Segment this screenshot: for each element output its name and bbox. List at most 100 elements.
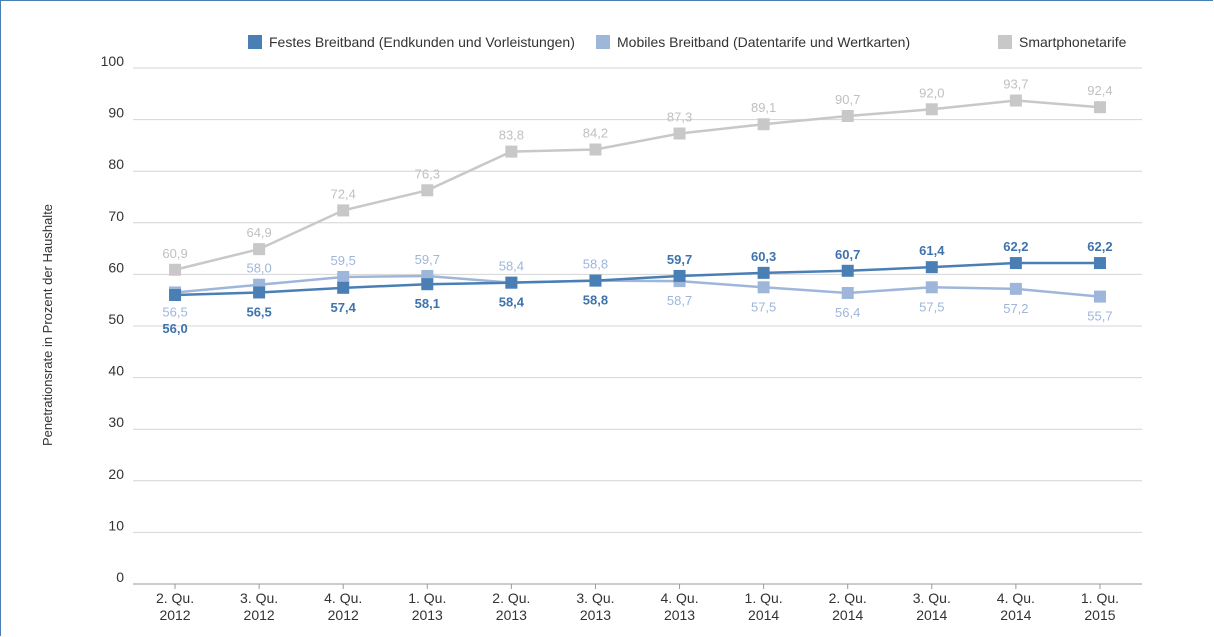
- data-point: [505, 276, 518, 289]
- data-point: [757, 266, 770, 279]
- data-label: 56,5: [162, 304, 187, 319]
- data-label: 72,4: [331, 186, 356, 201]
- data-point: [1093, 257, 1106, 270]
- x-tick-label: 1. Qu.: [408, 590, 446, 606]
- data-label: 58,8: [583, 257, 608, 272]
- data-point: [253, 286, 266, 299]
- x-tick-label: 2012: [328, 607, 359, 623]
- x-tick-label: 2. Qu.: [492, 590, 530, 606]
- data-label: 55,7: [1087, 309, 1112, 324]
- data-label: 58,1: [415, 296, 440, 311]
- data-label: 62,2: [1087, 239, 1112, 254]
- data-label: 58,8: [583, 293, 608, 308]
- y-tick-label: 100: [101, 53, 125, 69]
- legend-swatch: [248, 35, 262, 49]
- data-point: [1009, 282, 1022, 295]
- data-label: 56,4: [835, 305, 860, 320]
- data-point: [1093, 101, 1106, 114]
- x-tick-label: 2012: [159, 607, 190, 623]
- x-tick-label: 2014: [1000, 607, 1031, 623]
- x-tick-label: 2014: [832, 607, 863, 623]
- x-tick-label: 3. Qu.: [913, 590, 951, 606]
- data-label: 76,3: [415, 166, 440, 181]
- x-tick-label: 2013: [412, 607, 443, 623]
- y-tick-label: 20: [108, 466, 124, 482]
- data-label: 64,9: [246, 225, 271, 240]
- y-axis-ticks: 0 10 20 30 40 50 60 70 80 90 100: [101, 53, 125, 585]
- x-tick-label: 1. Qu.: [745, 590, 783, 606]
- data-label: 57,4: [331, 300, 357, 315]
- gridlines: [133, 67, 1142, 585]
- x-tick-label: 4. Qu.: [324, 590, 362, 606]
- data-label: 56,0: [162, 321, 187, 336]
- y-tick-label: 70: [108, 208, 124, 224]
- legend-label: Festes Breitband (Endkunden und Vorleist…: [269, 34, 575, 50]
- x-tick-label: 2. Qu.: [156, 590, 194, 606]
- x-tick-label: 3. Qu.: [240, 590, 278, 606]
- data-label: 62,2: [1003, 239, 1028, 254]
- y-tick-label: 80: [108, 156, 124, 172]
- x-tick-label: 4. Qu.: [997, 590, 1035, 606]
- data-label: 60,9: [162, 246, 187, 261]
- data-point: [925, 281, 938, 294]
- data-label: 56,5: [246, 304, 271, 319]
- x-tick-label: 2012: [244, 607, 275, 623]
- data-label: 57,5: [919, 299, 944, 314]
- data-point: [925, 261, 938, 274]
- y-tick-label: 50: [108, 311, 124, 327]
- data-label: 58,4: [499, 295, 525, 310]
- data-label: 92,4: [1087, 83, 1112, 98]
- data-point: [757, 281, 770, 294]
- data-point: [337, 281, 350, 294]
- x-tick-label: 2015: [1084, 607, 1115, 623]
- data-label: 90,7: [835, 92, 860, 107]
- data-point: [841, 264, 854, 277]
- y-tick-label: 90: [108, 105, 124, 121]
- data-label: 60,3: [751, 249, 776, 264]
- x-tick-label: 2013: [664, 607, 695, 623]
- data-label: 57,5: [751, 299, 776, 314]
- data-point: [673, 127, 686, 140]
- x-tick-label: 2013: [580, 607, 611, 623]
- data-label: 59,7: [667, 252, 692, 267]
- data-label: 61,4: [919, 243, 945, 258]
- data-point: [841, 286, 854, 299]
- data-point: [337, 204, 350, 217]
- x-tick-label: 3. Qu.: [576, 590, 614, 606]
- data-point: [505, 145, 518, 158]
- data-label: 83,8: [499, 128, 524, 143]
- x-tick-label: 4. Qu.: [660, 590, 698, 606]
- data-label: 84,2: [583, 126, 608, 141]
- legend-label: Mobiles Breitband (Datentarife und Wertk…: [617, 34, 910, 50]
- data-point: [169, 263, 182, 276]
- x-tick-label: 2. Qu.: [829, 590, 867, 606]
- legend-swatch: [998, 35, 1012, 49]
- data-label: 58,0: [246, 261, 271, 276]
- data-label: 93,7: [1003, 77, 1028, 92]
- data-point: [421, 278, 434, 291]
- series-group: 60,9 64,9 72,4 76,3 83,8 84,2 87,3 89,1 90,7 92,0…: [162, 77, 1112, 337]
- data-point: [1009, 257, 1022, 270]
- y-tick-label: 10: [108, 517, 124, 533]
- y-tick-label: 30: [108, 414, 124, 430]
- series-line: [174, 99, 1101, 271]
- data-point: [589, 274, 602, 287]
- x-tick-label: 1. Qu.: [1081, 590, 1119, 606]
- legend-swatch: [596, 35, 610, 49]
- data-label: 87,3: [667, 110, 692, 125]
- x-tick-label: 2014: [916, 607, 947, 623]
- x-tick-label: 2014: [748, 607, 779, 623]
- data-point: [673, 269, 686, 282]
- data-point: [757, 118, 770, 131]
- y-tick-label: 60: [108, 259, 124, 275]
- y-axis-label: Penetrationsrate in Prozent der Haushalt…: [40, 204, 55, 446]
- data-point: [253, 243, 266, 256]
- legend-label: Smartphonetarife: [1019, 34, 1127, 50]
- data-label: 89,1: [751, 100, 776, 115]
- data-point: [337, 270, 350, 283]
- legend: Festes Breitband (Endkunden und Vorleist…: [248, 34, 1127, 50]
- data-point: [1093, 290, 1106, 303]
- x-tick-label: 2013: [496, 607, 527, 623]
